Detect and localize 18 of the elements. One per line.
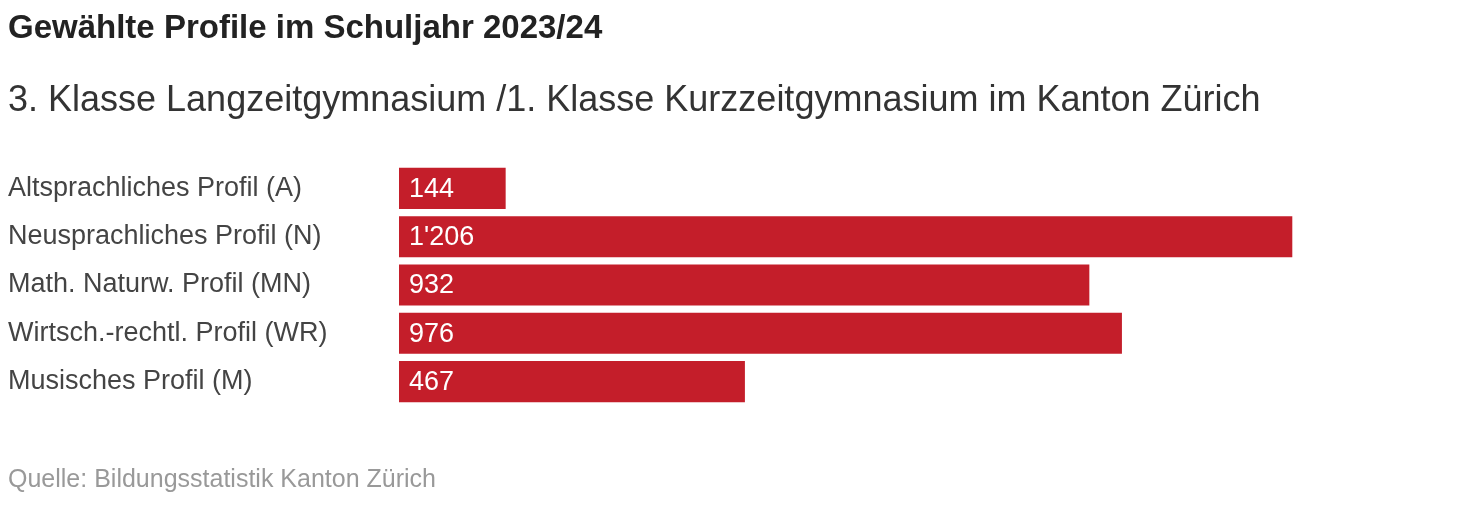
bar [399,216,1293,258]
data-label: 144 [409,172,455,203]
data-label: 1'206 [409,221,475,252]
y-tick-label: Wirtsch.-rechtl. Profil (WR) [8,316,328,347]
bar [399,312,1122,354]
source-note: Quelle: Bildungsstatistik Kanton Zürich [8,464,436,493]
bar [399,264,1090,306]
data-label: 932 [409,269,455,300]
data-label: 467 [409,366,455,397]
chart-title: Gewählte Profile im Schuljahr 2023/24 [8,8,603,46]
y-tick-label: Altsprachliches Profil (A) [8,171,303,202]
chart-subtitle: 3. Klasse Langzeitgymnasium /1. Klasse Kurzzeitgymnasium im Kanton Zürich [8,78,1261,120]
bar [399,361,745,403]
bar [399,167,506,209]
y-tick-label: Musisches Profil (M) [8,365,253,396]
data-label: 976 [409,317,455,348]
y-tick-label: Neusprachliches Profil (N) [8,220,322,251]
y-tick-label: Math. Naturw. Profil (MN) [8,268,312,299]
